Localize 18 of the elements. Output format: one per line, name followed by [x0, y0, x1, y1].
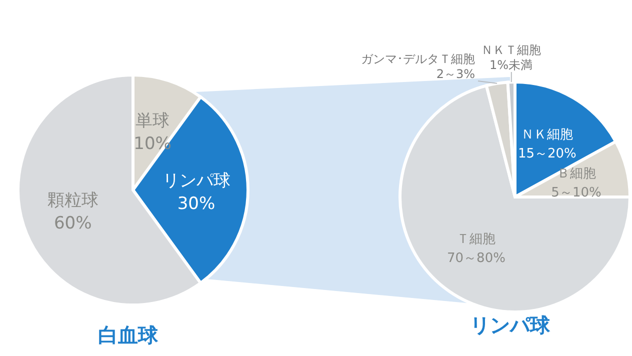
text: 5～10% [551, 185, 602, 200]
text: 1%未満 [489, 58, 533, 72]
text: リンパ球 [469, 312, 551, 339]
text: 2～3% [436, 67, 475, 81]
text: 15～20% [518, 146, 576, 162]
slice-label: ＮＫ細胞 [521, 128, 574, 143]
data-label: 30% [177, 194, 216, 214]
data-label: 10% [134, 134, 172, 154]
slice-label: 顆粒球 [47, 190, 98, 211]
slice-label: リンパ球 [162, 171, 230, 191]
data-label: 60% [54, 214, 92, 234]
slice-label: 単球 [136, 110, 170, 131]
slice-label: Ｂ細胞 [556, 166, 596, 182]
slice-label: Ｔ細胞 [456, 232, 496, 247]
slice-label: ガンマ･デルタＴ細胞 [361, 52, 475, 66]
slice-label: ＮＫＴ細胞 [481, 43, 541, 57]
text: 白血球 [97, 322, 159, 349]
text: 70～80% [447, 250, 506, 266]
